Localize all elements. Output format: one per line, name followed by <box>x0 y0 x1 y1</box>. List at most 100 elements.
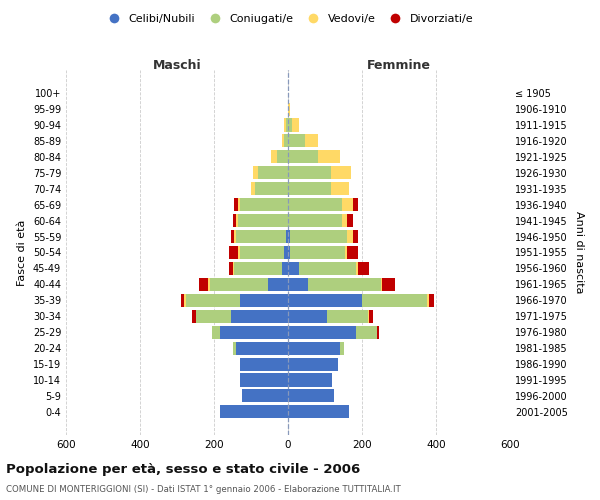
Bar <box>230 230 235 243</box>
Bar <box>259 166 288 179</box>
Bar <box>233 262 235 275</box>
Bar <box>181 294 184 307</box>
Text: COMUNE DI MONTERIGGIONI (SI) - Dati ISTAT 1° gennaio 2006 - Elaborazione TUTTITA: COMUNE DI MONTERIGGIONI (SI) - Dati ISTA… <box>6 485 401 494</box>
Bar <box>327 310 368 323</box>
Text: Popolazione per età, sesso e stato civile - 2006: Popolazione per età, sesso e stato civil… <box>6 462 360 475</box>
Bar <box>192 310 196 323</box>
Bar <box>235 262 283 275</box>
Bar <box>251 182 254 196</box>
Bar <box>299 262 356 275</box>
Bar <box>196 310 230 323</box>
Bar <box>238 198 240 211</box>
Bar <box>288 166 331 179</box>
Bar <box>254 182 288 196</box>
Text: Maschi: Maschi <box>152 60 202 72</box>
Bar <box>288 230 290 243</box>
Bar <box>427 294 428 307</box>
Bar <box>229 246 238 259</box>
Bar <box>233 214 236 227</box>
Bar <box>353 230 358 243</box>
Bar <box>238 214 288 227</box>
Bar <box>286 118 288 132</box>
Bar <box>220 326 288 338</box>
Bar <box>210 278 268 291</box>
Bar <box>288 294 362 307</box>
Bar <box>238 246 240 259</box>
Bar <box>356 262 358 275</box>
Bar <box>230 310 288 323</box>
Bar <box>341 198 353 211</box>
Bar <box>288 358 338 370</box>
Bar <box>235 230 236 243</box>
Bar <box>199 278 208 291</box>
Bar <box>288 182 331 196</box>
Bar <box>288 102 290 116</box>
Bar <box>240 374 288 386</box>
Bar <box>288 214 341 227</box>
Bar <box>288 390 334 402</box>
Bar <box>236 214 238 227</box>
Bar <box>268 278 288 291</box>
Bar <box>208 278 210 291</box>
Bar <box>235 198 238 211</box>
Bar <box>377 326 379 338</box>
Bar <box>368 310 370 323</box>
Bar <box>288 118 292 132</box>
Y-axis label: Fasce di età: Fasce di età <box>17 220 27 286</box>
Bar <box>370 310 373 323</box>
Text: Femmine: Femmine <box>367 60 431 72</box>
Bar <box>240 246 284 259</box>
Bar <box>288 406 349 418</box>
Bar <box>236 230 286 243</box>
Bar <box>240 358 288 370</box>
Bar <box>331 166 351 179</box>
Bar <box>347 246 358 259</box>
Y-axis label: Anni di nascita: Anni di nascita <box>574 211 584 294</box>
Bar <box>380 278 382 291</box>
Bar <box>331 182 349 196</box>
Bar <box>283 134 284 147</box>
Bar <box>288 198 341 211</box>
Bar <box>428 294 434 307</box>
Bar <box>356 326 377 338</box>
Bar <box>184 294 186 307</box>
Bar <box>288 278 308 291</box>
Bar <box>220 406 288 418</box>
Bar <box>284 118 286 132</box>
Bar <box>292 118 299 132</box>
Bar <box>288 134 305 147</box>
Bar <box>288 150 317 164</box>
Bar <box>271 150 277 164</box>
Bar <box>186 294 240 307</box>
Bar <box>229 262 233 275</box>
Bar <box>290 246 346 259</box>
Bar <box>233 342 236 354</box>
Bar <box>212 326 220 338</box>
Bar <box>236 342 288 354</box>
Bar <box>240 198 288 211</box>
Bar <box>347 230 353 243</box>
Bar <box>277 150 288 164</box>
Bar <box>286 230 288 243</box>
Bar <box>341 214 347 227</box>
Bar <box>308 278 380 291</box>
Bar <box>317 150 340 164</box>
Bar <box>242 390 288 402</box>
Bar <box>240 294 288 307</box>
Bar <box>288 262 299 275</box>
Bar <box>305 134 317 147</box>
Bar <box>382 278 395 291</box>
Bar <box>346 246 347 259</box>
Bar <box>358 262 370 275</box>
Bar <box>290 230 347 243</box>
Bar <box>340 342 343 354</box>
Bar <box>353 198 358 211</box>
Bar <box>288 326 356 338</box>
Bar <box>347 214 353 227</box>
Bar <box>362 294 427 307</box>
Bar <box>288 342 340 354</box>
Bar <box>288 246 290 259</box>
Bar <box>283 262 288 275</box>
Bar <box>284 134 288 147</box>
Bar <box>284 246 288 259</box>
